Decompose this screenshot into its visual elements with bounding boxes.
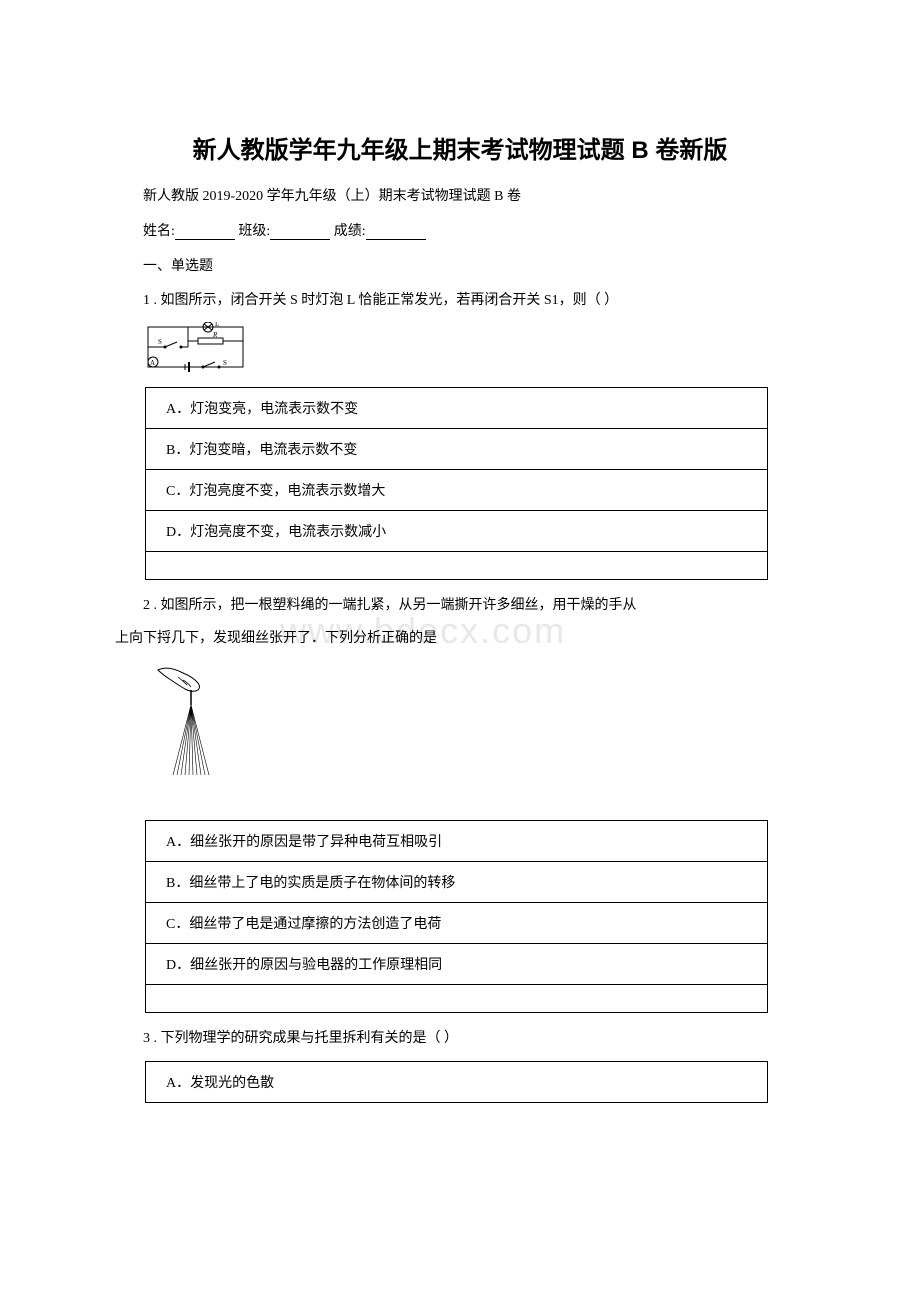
question-2-options-table: A．细丝张开的原因是带了异种电荷互相吸引 B．细丝带上了电的实质是质子在物体间的… bbox=[145, 820, 768, 1013]
q2-empty-row bbox=[146, 985, 768, 1013]
question-1-options-table: A．灯泡变亮，电流表示数不变 B．灯泡变暗，电流表示数不变 C．灯泡亮度不变，电… bbox=[145, 387, 768, 580]
q1-empty-row bbox=[146, 552, 768, 580]
q1-option-b: B．灯泡变暗，电流表示数不变 bbox=[146, 429, 768, 470]
q2-option-a: A．细丝张开的原因是带了异种电荷互相吸引 bbox=[146, 821, 768, 862]
class-label: 班级: bbox=[238, 224, 270, 239]
score-blank bbox=[366, 224, 426, 240]
svg-text:S: S bbox=[158, 338, 162, 346]
fill-in-line: 姓名: 班级: 成绩: bbox=[115, 220, 805, 240]
question-3-text: 3 . 下列物理学的研究成果与托里拆利有关的是（ ） bbox=[115, 1028, 805, 1050]
name-blank bbox=[175, 224, 235, 240]
name-label: 姓名: bbox=[143, 224, 175, 239]
svg-text:A: A bbox=[150, 359, 155, 367]
question-2-text-line2: 上向下捋几下，发现细丝张开了．下列分析正确的是 bbox=[115, 628, 805, 650]
q2-option-c: C．细丝带了电是通过摩擦的方法创造了电荷 bbox=[146, 903, 768, 944]
question-2-text-line1: 2 . 如图所示，把一根塑料绳的一端扎紧，从另一端撕开许多细丝，用干燥的手从 bbox=[115, 595, 805, 617]
q2-option-b: B．细丝带上了电的实质是质子在物体间的转移 bbox=[146, 862, 768, 903]
q1-option-c: C．灯泡亮度不变，电流表示数增大 bbox=[146, 470, 768, 511]
circuit-diagram: L R A S S bbox=[143, 322, 805, 377]
q1-option-a: A．灯泡变亮，电流表示数不变 bbox=[146, 388, 768, 429]
section-header: 一、单选题 bbox=[115, 255, 805, 275]
q3-option-a: A．发现光的色散 bbox=[146, 1061, 768, 1102]
hand-rope-diagram bbox=[143, 665, 805, 790]
q2-option-d: D．细丝张开的原因与验电器的工作原理相同 bbox=[146, 944, 768, 985]
question-3-options-table: A．发现光的色散 bbox=[145, 1061, 768, 1103]
page-title: 新人教版学年九年级上期末考试物理试题 B 卷新版 bbox=[115, 130, 805, 165]
class-blank bbox=[270, 224, 330, 240]
svg-text:S: S bbox=[223, 359, 227, 367]
svg-text:L: L bbox=[215, 322, 219, 328]
question-1-text: 1 . 如图所示，闭合开关 S 时灯泡 L 恰能正常发光，若再闭合开关 S1，则… bbox=[115, 290, 805, 312]
q1-option-d: D．灯泡亮度不变，电流表示数减小 bbox=[146, 511, 768, 552]
subtitle: 新人教版 2019-2020 学年九年级（上）期末考试物理试题 B 卷 bbox=[115, 185, 805, 205]
svg-text:R: R bbox=[212, 331, 218, 339]
score-label: 成绩: bbox=[334, 224, 366, 239]
